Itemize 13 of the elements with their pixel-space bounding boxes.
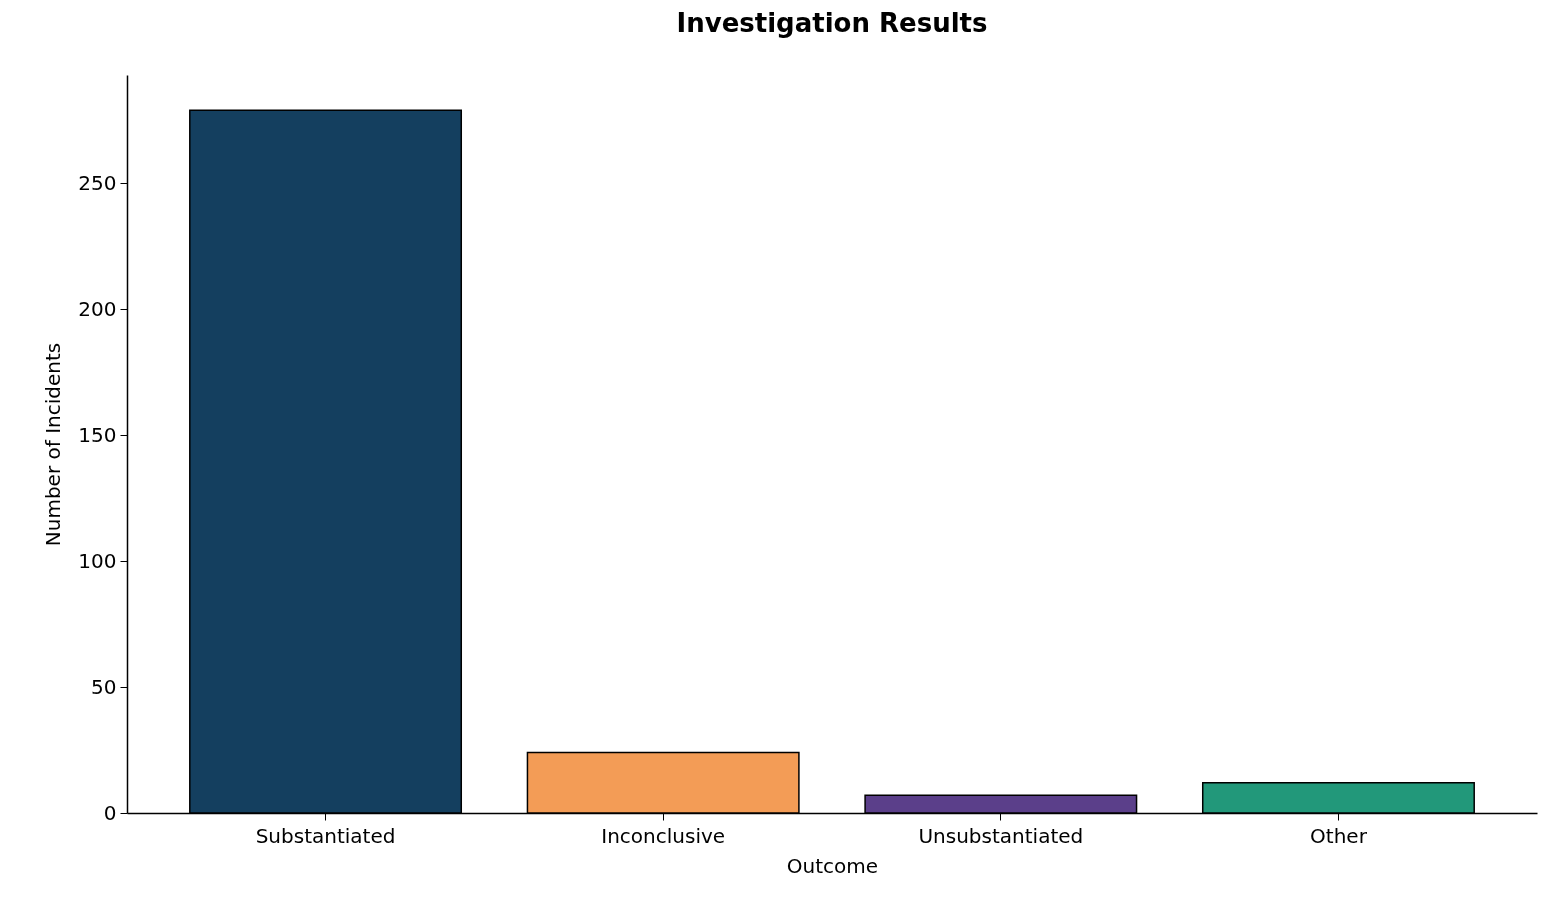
y-tick-label: 200 <box>78 296 117 321</box>
x-tick-label: Substantiated <box>255 823 396 848</box>
x-tick-label: Inconclusive <box>601 823 726 848</box>
y-tick-label: 150 <box>78 422 117 447</box>
y-tick-label: 50 <box>91 674 117 699</box>
y-axis-title: Number of Incidents <box>41 342 66 547</box>
y-tick-label: 0 <box>103 800 117 825</box>
x-axis-title: Outcome <box>786 853 879 878</box>
y-tick-label: 100 <box>78 548 117 573</box>
x-tick-label: Unsubstantiated <box>918 823 1084 848</box>
x-tick-label: Other <box>1310 823 1368 848</box>
chart-title: Investigation Results <box>676 8 988 38</box>
y-tick-label: 250 <box>78 170 117 195</box>
